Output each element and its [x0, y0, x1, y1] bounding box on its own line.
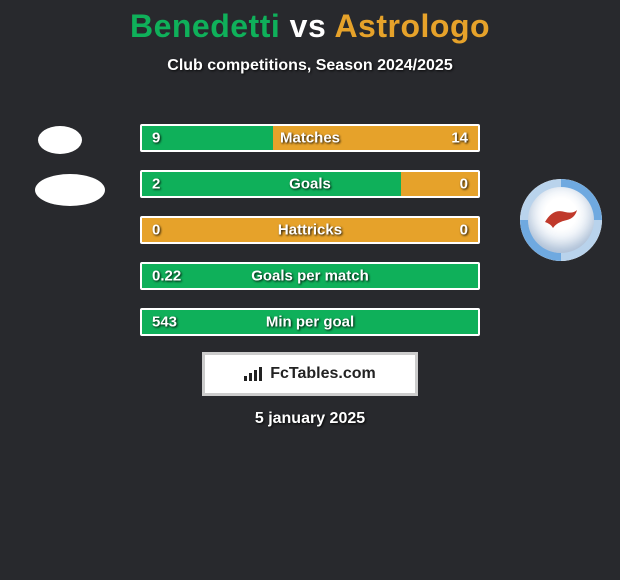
player1-silhouette-body [35, 174, 105, 206]
dolphin-icon [543, 204, 579, 230]
stat-label: Min per goal [142, 314, 478, 331]
badge-inner [528, 187, 594, 253]
stat-right-value: 14 [451, 130, 468, 147]
player1-silhouette-head [38, 126, 82, 154]
brand-text: FcTables.com [270, 365, 376, 383]
comparison-title: Benedetti vs Astrologo [0, 0, 620, 45]
stat-row-matches: 9Matches14 [140, 124, 480, 152]
comparison-subtitle: Club competitions, Season 2024/2025 [0, 57, 620, 75]
stat-row-goals: 2Goals0 [140, 170, 480, 198]
player2-name: Astrologo [334, 8, 490, 44]
stat-right-value: 0 [460, 176, 468, 193]
brand-box: FcTables.com [202, 352, 418, 396]
stat-label: Goals per match [142, 268, 478, 285]
snapshot-date: 5 january 2025 [0, 410, 620, 428]
comparison-bars: 9Matches142Goals00Hattricks00.22Goals pe… [140, 124, 480, 354]
player1-name: Benedetti [130, 8, 280, 44]
stat-row-min-per-goal: 543Min per goal [140, 308, 480, 336]
stat-label: Matches [142, 130, 478, 147]
stat-right-value: 0 [460, 222, 468, 239]
stat-label: Goals [142, 176, 478, 193]
vs-separator: vs [290, 8, 327, 44]
stat-row-goals-per-match: 0.22Goals per match [140, 262, 480, 290]
stat-label: Hattricks [142, 222, 478, 239]
player2-club-badge [520, 179, 602, 261]
bar-chart-icon [244, 367, 264, 381]
stat-row-hattricks: 0Hattricks0 [140, 216, 480, 244]
